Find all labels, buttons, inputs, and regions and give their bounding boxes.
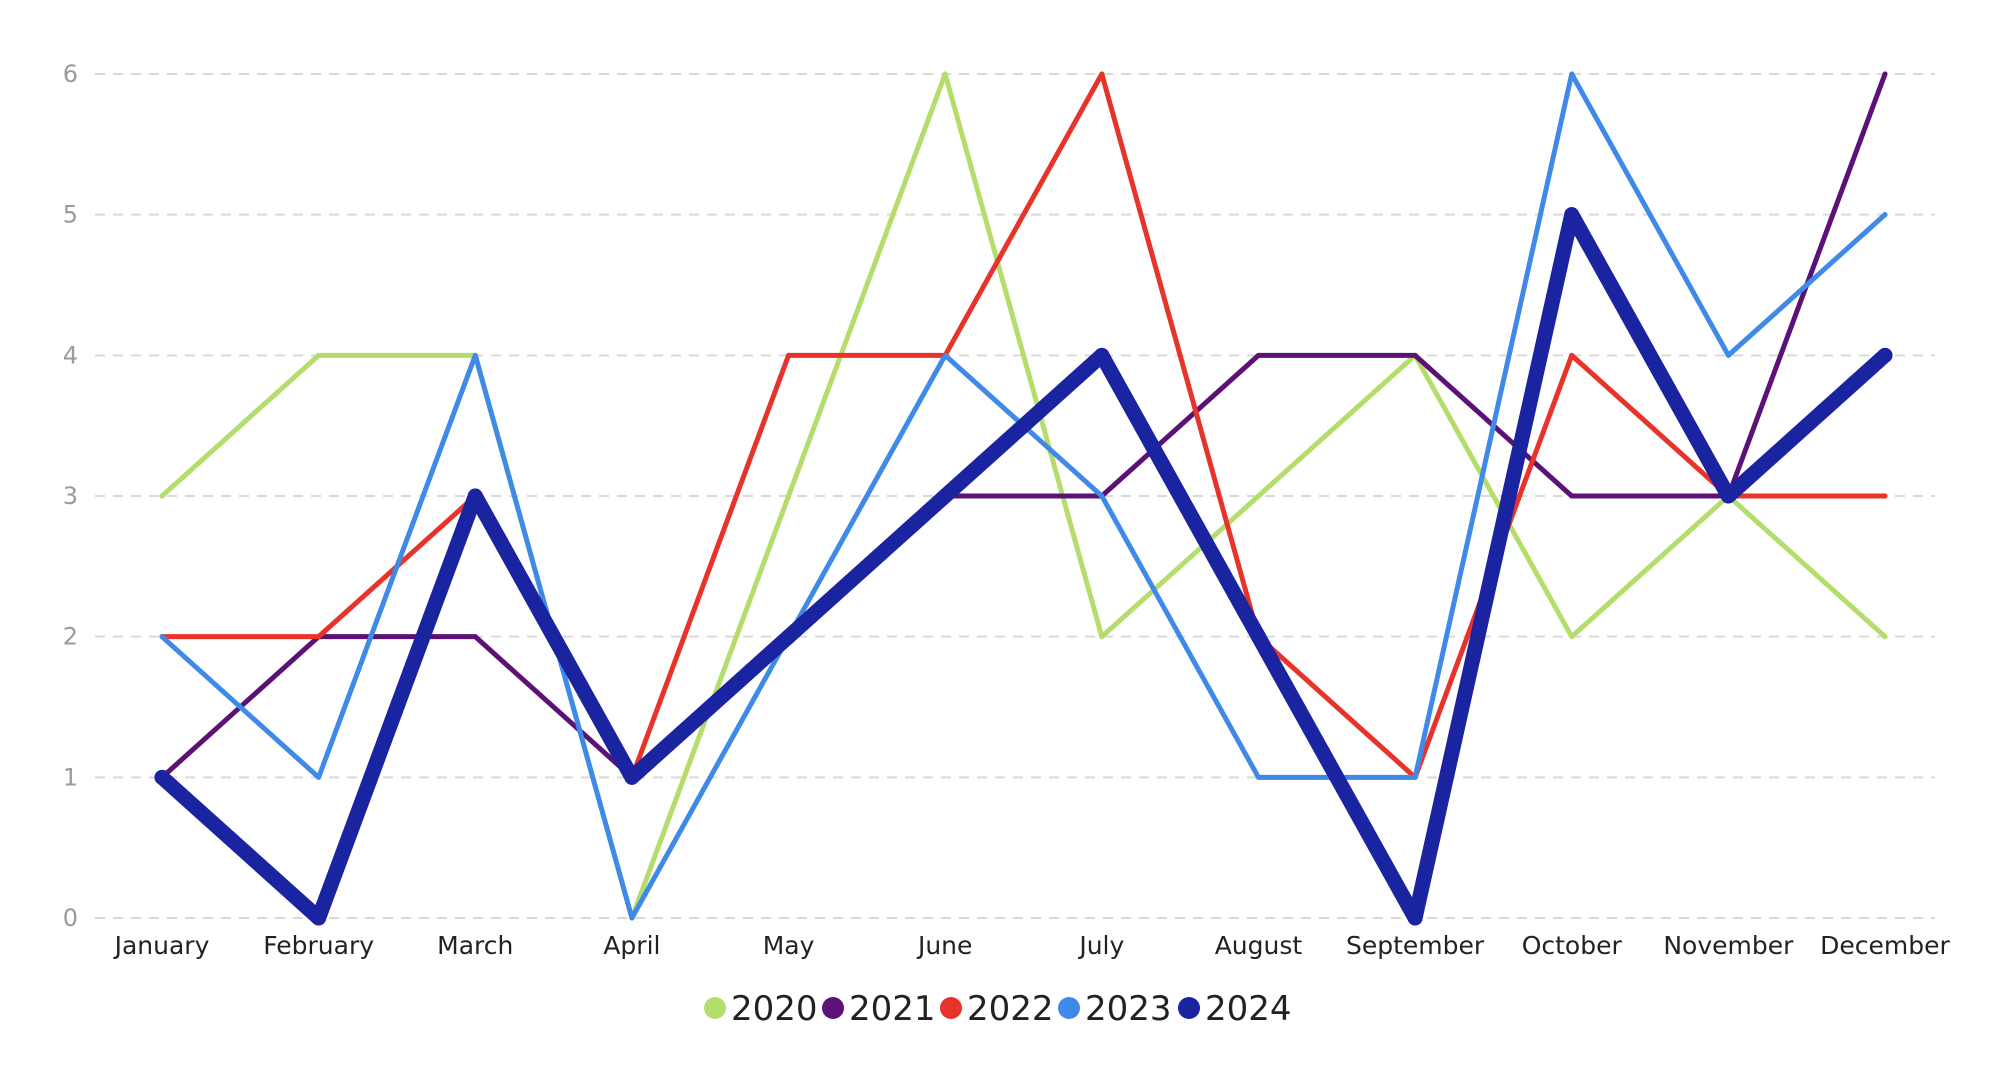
data-point-2023-october — [1569, 71, 1575, 77]
legend-label: 2021 — [849, 989, 936, 1029]
data-point-2020-january — [159, 493, 165, 499]
data-point-2021-august — [1255, 352, 1261, 358]
x-tick-label: October — [1522, 931, 1623, 960]
data-point-2020-may — [786, 493, 792, 499]
series-line-2022 — [159, 71, 1888, 780]
data-point-2023-july — [1099, 493, 1105, 499]
x-tick-label: February — [263, 931, 374, 960]
data-point-2022-july — [1099, 71, 1105, 77]
data-point-2020-february — [316, 352, 322, 358]
x-tick-label: January — [113, 931, 210, 960]
legend-swatch — [940, 997, 962, 1019]
x-axis-tick-labels: January February March April May June July Augu… — [113, 931, 1951, 960]
x-tick-label: April — [603, 931, 660, 960]
data-point-2020-july — [1099, 634, 1105, 640]
series-lines — [154, 71, 1893, 926]
data-point-2024-february — [311, 910, 327, 926]
data-point-2022-october — [1569, 352, 1575, 358]
data-point-2021-september — [1412, 352, 1418, 358]
legend-label: 2020 — [731, 989, 818, 1029]
data-point-2024-april — [624, 769, 640, 785]
legend-swatch — [1178, 997, 1200, 1019]
data-point-2022-december — [1882, 493, 1888, 499]
legend-item-2023: 2023 — [1058, 989, 1172, 1029]
data-point-2020-august — [1255, 493, 1261, 499]
legend-label: 2022 — [967, 989, 1054, 1029]
data-point-2023-march — [472, 352, 478, 358]
legend-swatch — [704, 997, 726, 1019]
data-point-2024-october — [1564, 207, 1580, 223]
legend-label: 2024 — [1205, 989, 1292, 1029]
y-tick-label: 2 — [63, 623, 78, 651]
series-line-2024 — [154, 207, 1893, 926]
data-point-2022-february — [316, 634, 322, 640]
data-point-2024-september — [1407, 910, 1423, 926]
data-point-2023-april — [629, 915, 635, 921]
data-point-2020-june — [942, 71, 948, 77]
data-point-2024-july — [1094, 347, 1110, 363]
data-point-2024-december — [1877, 347, 1893, 363]
legend: 2020 2021 2022 2023 2024 — [704, 989, 1292, 1029]
x-tick-label: November — [1663, 931, 1794, 960]
y-tick-label: 1 — [63, 763, 78, 791]
data-point-2021-march — [472, 634, 478, 640]
y-tick-label: 6 — [63, 60, 78, 88]
data-point-2023-february — [316, 774, 322, 780]
x-tick-label: September — [1346, 931, 1485, 960]
data-point-2020-december — [1882, 634, 1888, 640]
data-point-2021-december — [1882, 71, 1888, 77]
series-line-2020 — [159, 71, 1888, 921]
data-point-2023-december — [1882, 212, 1888, 218]
legend-item-2022: 2022 — [940, 989, 1054, 1029]
legend-label: 2023 — [1085, 989, 1172, 1029]
x-tick-label: June — [916, 931, 972, 960]
x-tick-label: May — [763, 931, 815, 960]
legend-item-2024: 2024 — [1178, 989, 1292, 1029]
data-point-2024-august — [1250, 629, 1266, 645]
data-point-2024-march — [467, 488, 483, 504]
x-tick-label: December — [1820, 931, 1950, 960]
data-point-2024-june — [937, 488, 953, 504]
data-point-2023-september — [1412, 774, 1418, 780]
legend-swatch — [822, 997, 844, 1019]
data-point-2023-january — [159, 634, 165, 640]
data-point-2024-may — [781, 629, 797, 645]
x-tick-label: March — [437, 931, 513, 960]
y-tick-label: 0 — [63, 904, 78, 932]
data-point-2020-october — [1569, 634, 1575, 640]
data-point-2022-may — [786, 352, 792, 358]
legend-item-2020: 2020 — [704, 989, 818, 1029]
x-tick-label: August — [1215, 931, 1303, 960]
legend-swatch — [1058, 997, 1080, 1019]
y-tick-label: 4 — [63, 341, 78, 369]
series-line-2021 — [159, 71, 1888, 780]
data-point-2021-october — [1569, 493, 1575, 499]
data-point-2024-november — [1720, 488, 1736, 504]
data-point-2023-august — [1255, 774, 1261, 780]
data-point-2023-june — [942, 352, 948, 358]
x-tick-label: July — [1077, 931, 1124, 960]
data-point-2024-january — [154, 769, 170, 785]
data-point-2023-november — [1725, 352, 1731, 358]
legend-item-2021: 2021 — [822, 989, 936, 1029]
y-axis-tick-labels: 0 1 2 3 4 5 6 — [63, 60, 78, 932]
y-tick-label: 3 — [63, 482, 78, 510]
y-tick-label: 5 — [63, 201, 78, 229]
